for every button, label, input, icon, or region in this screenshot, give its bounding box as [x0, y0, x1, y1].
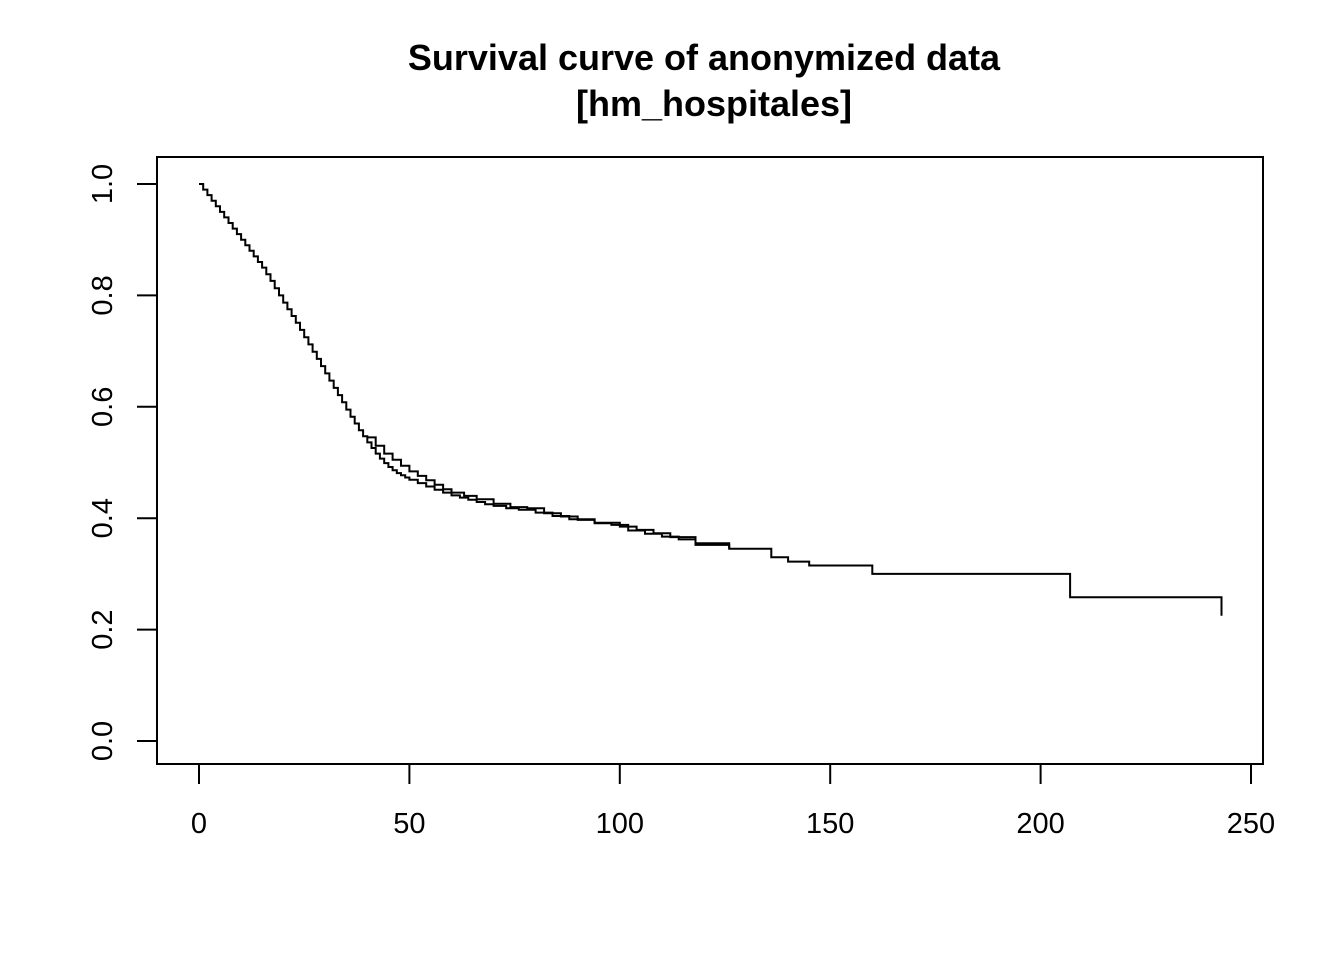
- y-tick-label: 0.6: [87, 387, 119, 427]
- survival-step-line-curve-a: [199, 184, 1222, 616]
- chart-subtitle: [hm_hospitales]: [576, 83, 852, 124]
- y-tick-label: 0.2: [87, 609, 119, 649]
- chart-title: Survival curve of anonymized data: [408, 37, 1001, 78]
- y-axis: 0.0 0.2 0.4 0.6 0.8 1.0: [87, 164, 157, 761]
- x-tick-label: 150: [806, 808, 854, 840]
- plot-frame: [157, 157, 1263, 764]
- y-tick-label: 0.8: [87, 275, 119, 315]
- survival-step-line-curve-b: [367, 437, 729, 548]
- x-tick-label: 50: [393, 808, 425, 840]
- y-tick-label: 1.0: [87, 164, 119, 204]
- x-tick-label: 100: [596, 808, 644, 840]
- x-tick-label: 250: [1227, 808, 1275, 840]
- x-tick-label: 0: [191, 808, 207, 840]
- x-axis: 0 50 100 150 200 250: [191, 764, 1275, 840]
- series-layer: [199, 184, 1222, 616]
- x-tick-label: 200: [1016, 808, 1064, 840]
- y-tick-label: 0.4: [87, 498, 119, 538]
- y-tick-label: 0.0: [87, 721, 119, 761]
